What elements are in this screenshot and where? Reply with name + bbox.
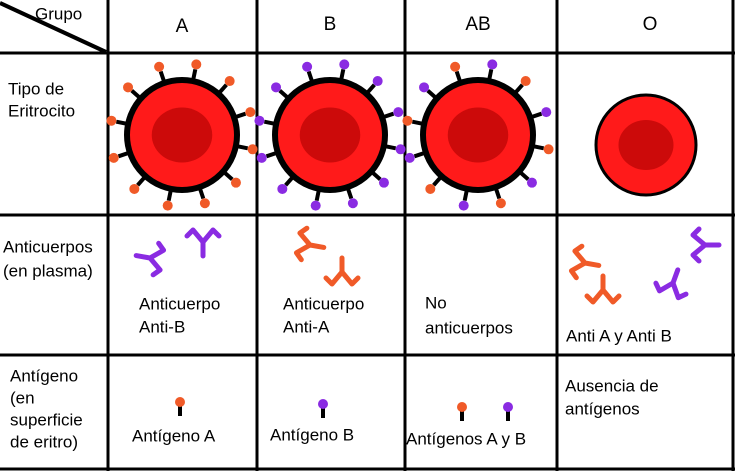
antigen — [106, 115, 117, 126]
antigen — [541, 107, 552, 118]
antigen — [402, 115, 413, 126]
row-label: (en — [10, 388, 35, 407]
row-label: de eritro) — [10, 432, 78, 451]
cell-text: No — [425, 293, 447, 312]
antigen — [458, 200, 469, 211]
antigen — [245, 107, 256, 118]
row-label: (en plasma) — [3, 261, 93, 280]
antigen — [419, 82, 430, 93]
antibody-shape — [293, 225, 327, 263]
antigen — [395, 144, 406, 155]
antibody — [133, 240, 167, 278]
cell-text: Anticuerpo — [283, 294, 364, 313]
illustrations — [106, 59, 722, 421]
antigen — [310, 200, 321, 211]
antigen — [347, 198, 358, 209]
antigen — [247, 144, 258, 155]
antigen — [318, 399, 328, 409]
antigen — [254, 115, 265, 126]
antigen — [503, 402, 513, 412]
antigen — [123, 82, 134, 93]
cell-text: Anticuerpo — [139, 294, 220, 313]
antigen — [199, 198, 210, 209]
antibody-shape — [690, 226, 722, 264]
antigen — [302, 61, 313, 72]
cell-text: Antígeno A — [132, 426, 216, 445]
antigen — [378, 177, 389, 188]
antibody-shape — [584, 273, 622, 305]
antibody-shape — [568, 243, 602, 281]
cell-center — [151, 107, 213, 163]
antigen — [339, 59, 350, 70]
antibody — [653, 267, 689, 301]
antigen — [457, 402, 467, 412]
cell-center — [618, 120, 674, 170]
cell-text: Ausencia de — [565, 376, 659, 395]
column-header: AB — [465, 14, 490, 35]
row-label: Antígeno — [10, 366, 78, 385]
antigen — [520, 76, 531, 87]
antigen — [487, 59, 498, 70]
antigen — [543, 144, 554, 155]
antigen — [175, 397, 185, 407]
erythrocyte — [106, 59, 258, 211]
row-label: Anticuerpos — [3, 237, 93, 256]
antigen — [277, 183, 288, 194]
antigen — [495, 198, 506, 209]
antibody-shape — [323, 255, 361, 287]
erythrocyte — [594, 93, 698, 197]
cell-center — [447, 107, 509, 163]
row-label: Tipo de — [8, 79, 64, 98]
antigen — [425, 183, 436, 194]
row-label: Eritrocito — [8, 101, 75, 120]
antigen — [191, 59, 202, 70]
cell-text: antígenos — [565, 399, 640, 418]
antibody-shape — [133, 240, 167, 278]
diagonal — [0, 1, 107, 54]
antibody — [690, 226, 722, 264]
antigen — [450, 61, 461, 72]
erythrocyte — [402, 59, 554, 211]
antigen — [224, 76, 235, 87]
antigen — [256, 152, 267, 163]
cell-text: Anti-B — [139, 317, 185, 336]
antigen — [230, 177, 241, 188]
antibody — [568, 243, 602, 281]
antigen — [108, 152, 119, 163]
antigen — [526, 177, 537, 188]
antigen — [162, 200, 173, 211]
antigen — [404, 152, 415, 163]
antibody — [184, 227, 222, 259]
column-header: O — [643, 14, 658, 35]
cell-text: Anti A y Anti B — [566, 326, 672, 345]
antigen — [154, 61, 165, 72]
antigen — [271, 82, 282, 93]
column-header: B — [324, 14, 337, 35]
cell-text: Antígenos A y B — [406, 429, 526, 448]
antigen — [372, 76, 383, 87]
erythrocyte — [254, 59, 406, 211]
cell-text: anticuerpos — [425, 318, 513, 337]
antigen — [393, 107, 404, 118]
antibody — [293, 225, 327, 263]
row-label: superficie — [10, 410, 83, 429]
corner-label: Grupo — [35, 4, 82, 23]
antigen — [129, 183, 140, 194]
antibody — [323, 255, 361, 287]
antibody-shape — [184, 227, 222, 259]
cell-center — [299, 107, 361, 163]
column-header: A — [176, 16, 189, 37]
antibody — [584, 273, 622, 305]
cell-text: Anti-A — [283, 317, 330, 336]
antibody-shape — [653, 267, 689, 301]
cell-text: Antígeno B — [270, 425, 354, 444]
